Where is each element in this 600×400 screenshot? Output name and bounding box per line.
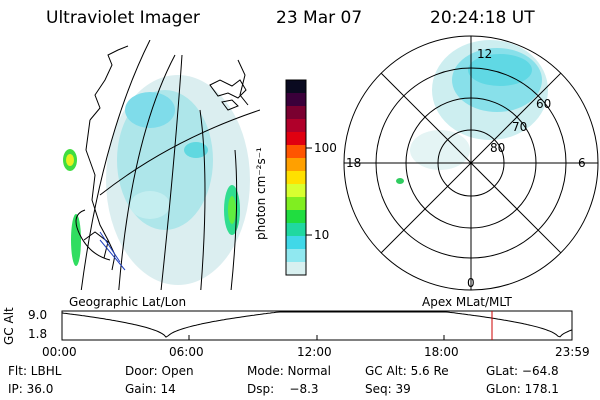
parallel-line <box>99 109 260 196</box>
gain-info: Gain: 14 <box>125 382 176 396</box>
colorbar-swatch <box>286 158 306 172</box>
observation-date: 23 Mar 07 <box>276 8 363 28</box>
mlt-label-12: 12 <box>477 47 493 61</box>
colorbar-swatch <box>286 249 306 263</box>
mlt-line <box>380 72 562 254</box>
timeline-xtick: 06:00 <box>169 345 204 359</box>
coastline <box>89 45 129 121</box>
geo-longitude-info: GLon: 178.1 <box>486 382 559 396</box>
meridian-line <box>230 149 238 290</box>
observation-time: 20:24:18 UT <box>430 8 535 28</box>
mlat-label-70: 70 <box>512 120 528 134</box>
aurora-glow <box>228 196 236 224</box>
geographic-map <box>63 40 260 290</box>
colorbar-swatch <box>286 145 306 159</box>
timeline-ytick-top: 9.0 <box>28 308 48 322</box>
timeline-xtick: 00:00 <box>42 345 77 359</box>
colorbar-swatch <box>286 262 306 276</box>
timeline-plot <box>61 310 573 341</box>
timeline-xtick: 18:00 <box>424 345 459 359</box>
colorbar-swatch <box>286 197 306 211</box>
coastline <box>83 231 109 259</box>
mlt-label-0: 0 <box>467 276 475 290</box>
coastline <box>237 59 249 106</box>
mlat-label-60: 60 <box>536 97 552 111</box>
aurora-glow <box>125 92 175 128</box>
colorbar-swatch <box>286 184 306 198</box>
colorbar-swatch <box>286 210 306 224</box>
aurora-glow <box>130 191 170 219</box>
filter-info: Flt: LBHL <box>8 364 62 378</box>
coastline <box>221 99 239 111</box>
sequence-info: Seq: 39 <box>365 382 411 396</box>
coastline <box>75 209 111 261</box>
colorbar-frame <box>285 79 307 276</box>
colorbar-swatch <box>286 132 306 146</box>
ip-info: IP: 36.0 <box>8 382 54 396</box>
colorbar-swatch <box>286 171 306 185</box>
aurora-glow <box>396 178 404 184</box>
aurora-glow <box>66 154 74 166</box>
colorbar-swatch <box>286 223 306 237</box>
colorbar-swatch <box>286 106 306 120</box>
aurora-glow <box>468 54 532 86</box>
colorbar-tick-label: 10 <box>314 228 330 242</box>
timeline-xtick: 12:00 <box>297 345 332 359</box>
colorbar <box>285 79 312 276</box>
gc-altitude-info: GC Alt: 5.6 Re <box>365 364 449 378</box>
meridian-line <box>80 40 151 290</box>
mlt-label-18: 18 <box>346 156 362 170</box>
instrument-title: Ultraviolet Imager <box>46 8 200 28</box>
aurora-glow <box>184 142 208 158</box>
colorbar-unit-label: photon cm⁻²s⁻¹ <box>254 147 268 240</box>
coastline <box>99 231 121 263</box>
dsp-info: Dsp: −8.3 <box>247 382 319 396</box>
timeline-ylabel: GC Alt <box>2 307 16 345</box>
colorbar-swatch <box>286 93 306 107</box>
timeline-ytick-bottom: 1.8 <box>28 327 48 341</box>
meridian-line <box>160 54 183 290</box>
timeline-xtick: 23:59 <box>555 345 590 359</box>
aurora-glow <box>410 130 470 170</box>
coastline <box>99 239 126 271</box>
colorbar-tick-label: 100 <box>314 141 337 155</box>
meridian-line <box>118 54 176 290</box>
door-info: Door: Open <box>125 364 194 378</box>
colorbar-swatch <box>286 119 306 133</box>
mlat-label-80: 80 <box>490 141 506 155</box>
mode-info: Mode: Normal <box>247 364 331 378</box>
colorbar-gradient <box>286 80 306 276</box>
geographic-label: Geographic Lat/Lon <box>69 295 187 309</box>
apex-label: Apex MLat/MLT <box>422 295 512 309</box>
geo-latitude-info: GLat: −64.8 <box>486 364 559 378</box>
aurora-glow <box>71 214 81 266</box>
colorbar-swatch <box>286 236 306 250</box>
polar-map <box>343 35 599 291</box>
colorbar-swatch <box>286 80 306 94</box>
mlt-label-6: 6 <box>578 156 586 170</box>
coastline <box>209 79 247 99</box>
meridian-line <box>199 109 206 290</box>
orbit-altitude-curve <box>61 311 573 338</box>
